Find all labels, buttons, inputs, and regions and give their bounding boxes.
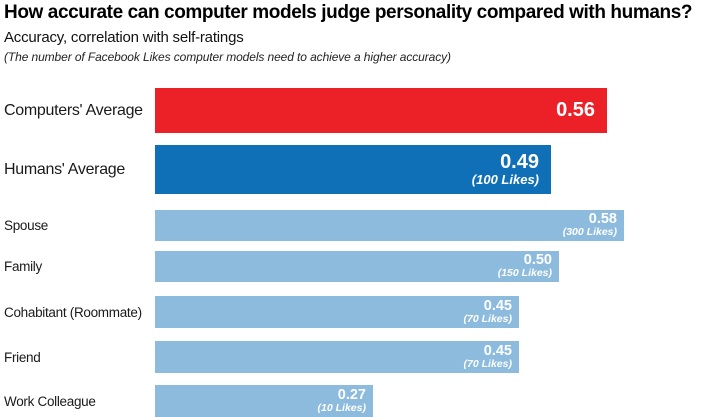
bar: 0.49 (100 Likes) bbox=[155, 145, 551, 194]
bar-label: Family bbox=[4, 259, 42, 274]
bar-likes-annotation: (70 Likes) bbox=[463, 357, 512, 370]
bar: 0.45 (70 Likes) bbox=[155, 341, 519, 373]
bar-label: Computers' Average bbox=[4, 101, 143, 119]
bar-likes-annotation: (300 Likes) bbox=[562, 226, 617, 239]
chart-title: How accurate can computer models judge p… bbox=[4, 2, 693, 23]
bar-value: 0.45 bbox=[483, 297, 512, 314]
bar-value: 0.50 bbox=[523, 252, 552, 269]
bar-value: 0.45 bbox=[483, 342, 512, 359]
bar-label: Spouse bbox=[4, 218, 48, 233]
bar: 0.50 (150 Likes) bbox=[155, 251, 559, 282]
chart-subtitle: Accuracy, correlation with self-ratings bbox=[4, 29, 244, 46]
bar-value: 0.49 bbox=[500, 150, 539, 173]
bar-label: Work Colleague bbox=[4, 393, 96, 409]
bar-likes-annotation: (100 Likes) bbox=[471, 171, 539, 187]
bar-value: 0.27 bbox=[337, 386, 366, 403]
chart-annotation: (The number of Facebook Likes computer m… bbox=[4, 50, 451, 64]
bar-likes-annotation: (150 Likes) bbox=[497, 267, 552, 280]
bar-label: Humans' Average bbox=[4, 160, 126, 178]
bar: 0.58 (300 Likes) bbox=[155, 210, 624, 241]
bar: 0.45 (70 Likes) bbox=[155, 296, 519, 328]
bar-value: 0.58 bbox=[588, 211, 617, 228]
bar-label: Cohabitant (Roommate) bbox=[4, 304, 142, 320]
bar-likes-annotation: (70 Likes) bbox=[463, 312, 512, 325]
bar-likes-annotation: (10 Likes) bbox=[317, 401, 366, 414]
bar: 0.56 bbox=[155, 88, 607, 133]
bar: 0.27 (10 Likes) bbox=[155, 385, 373, 417]
bar-value: 0.56 bbox=[556, 99, 595, 121]
bar-label: Friend bbox=[4, 349, 41, 365]
